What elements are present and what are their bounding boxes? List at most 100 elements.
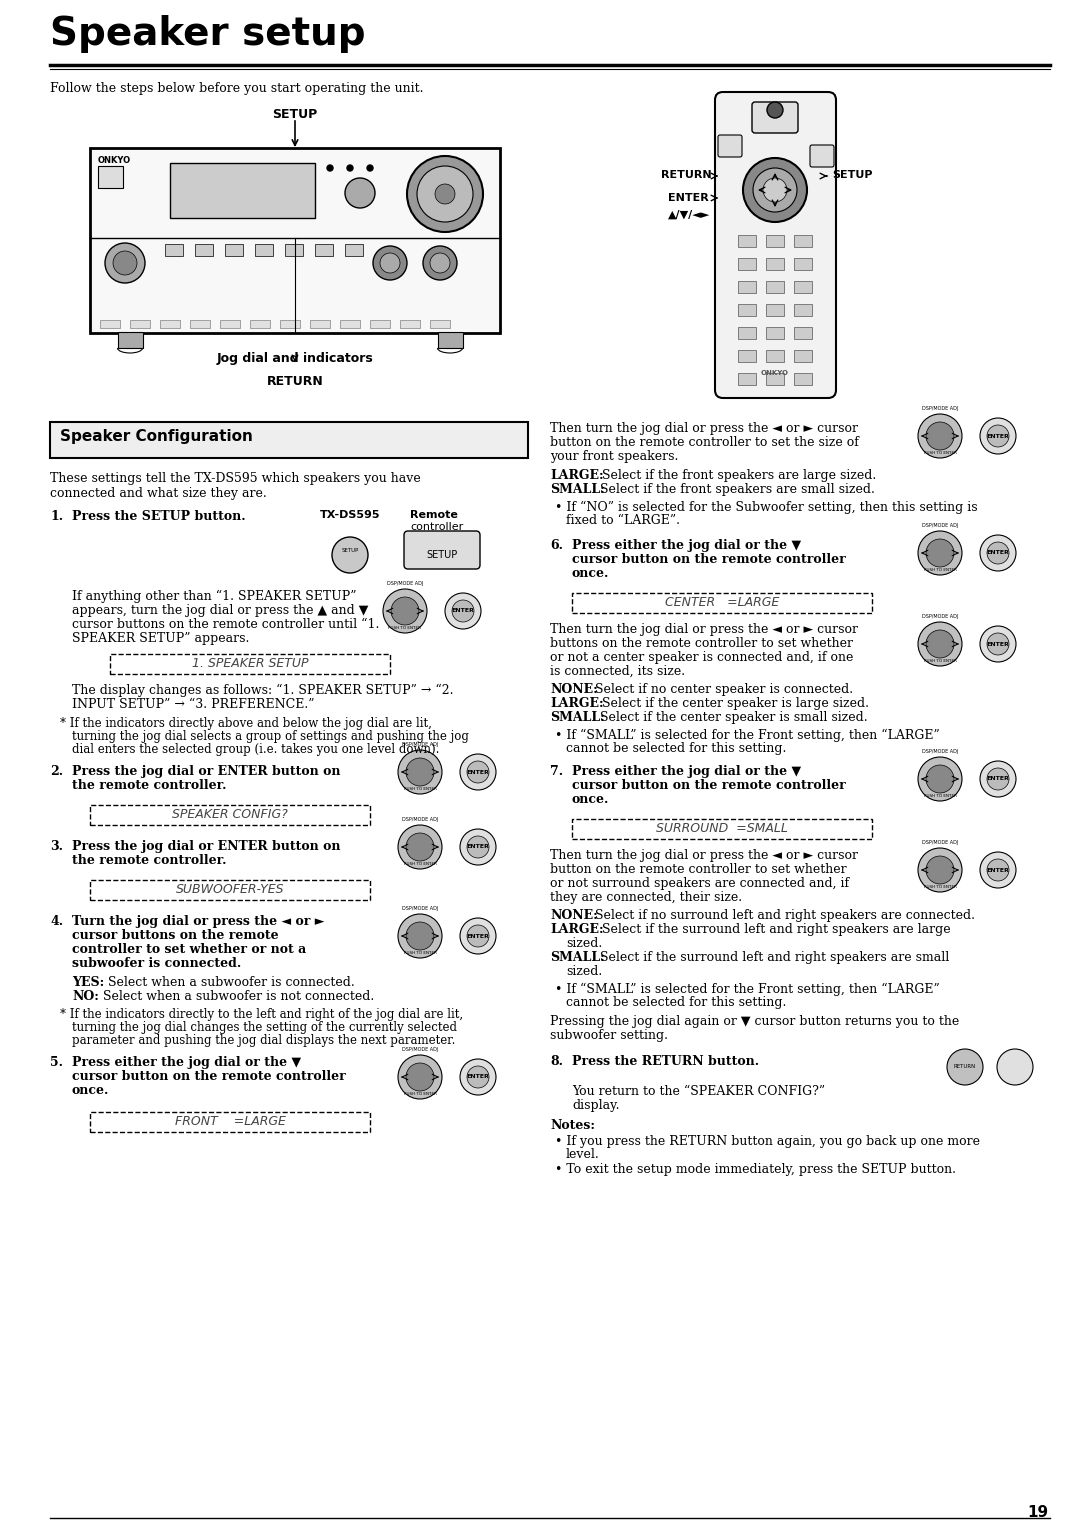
Bar [160, 319, 180, 329]
Bar [738, 350, 756, 362]
Text: Select if the surround left and right speakers are large: Select if the surround left and right sp… [598, 923, 950, 937]
Text: level.: level. [566, 1148, 599, 1161]
Bar [438, 332, 463, 348]
Text: Select if the front speakers are large sized.: Select if the front speakers are large s… [598, 469, 876, 481]
Text: SPEAKER CONFIG?: SPEAKER CONFIG? [172, 808, 288, 821]
Text: ENTER: ENTER [986, 776, 1010, 781]
Text: SMALL:: SMALL: [550, 711, 605, 724]
Bar [738, 235, 756, 248]
Bar [430, 319, 450, 329]
Text: Select when a subwoofer is connected.: Select when a subwoofer is connected. [104, 976, 354, 989]
Bar [794, 235, 812, 248]
Text: button on the remote controller to set whether: button on the remote controller to set w… [550, 863, 847, 876]
Text: • To exit the setup mode immediately, press the SETUP button.: • To exit the setup mode immediately, pr… [555, 1163, 956, 1177]
Text: 7.: 7. [550, 766, 563, 778]
Text: turning the jog dial selects a group of settings and pushing the jog: turning the jog dial selects a group of … [72, 730, 469, 743]
Bar [90, 880, 370, 900]
Bar [280, 319, 300, 329]
Text: subwoofer setting.: subwoofer setting. [550, 1028, 669, 1042]
Text: 8.: 8. [550, 1054, 563, 1068]
Text: parameter and pushing the jog dial displays the next parameter.: parameter and pushing the jog dial displ… [72, 1034, 456, 1047]
Text: PUSH TO ENTER: PUSH TO ENTER [389, 626, 421, 630]
Text: The display changes as follows: “1. SPEAKER SETUP” → “2.: The display changes as follows: “1. SPEA… [72, 685, 454, 697]
Bar [195, 244, 213, 257]
Circle shape [743, 157, 807, 222]
Circle shape [453, 601, 474, 622]
Bar [190, 319, 210, 329]
Text: DSP/MODE ADJ: DSP/MODE ADJ [922, 406, 958, 411]
Text: NO:: NO: [72, 990, 99, 1002]
Circle shape [987, 425, 1009, 448]
Text: SETUP: SETUP [427, 550, 458, 559]
Text: Press either the jog dial or the ▼: Press either the jog dial or the ▼ [572, 766, 801, 778]
Text: Select if no center speaker is connected.: Select if no center speaker is connected… [591, 683, 853, 695]
Bar [766, 350, 784, 362]
Text: cursor button on the remote controller: cursor button on the remote controller [72, 1070, 346, 1083]
Text: Pressing the jog dial again or ▼ cursor button returns you to the: Pressing the jog dial again or ▼ cursor … [550, 1015, 959, 1028]
Bar [766, 281, 784, 293]
Bar [249, 319, 270, 329]
Bar [225, 244, 243, 257]
Bar [340, 319, 360, 329]
Text: ▲/▼/◄►: ▲/▼/◄► [669, 209, 711, 220]
Text: ENTER: ENTER [467, 934, 489, 938]
Bar [400, 319, 420, 329]
Text: PUSH TO ENTER: PUSH TO ENTER [404, 950, 436, 955]
Circle shape [762, 177, 787, 202]
Circle shape [345, 177, 375, 208]
Circle shape [417, 167, 473, 222]
Text: ONKYO: ONKYO [761, 370, 789, 376]
Circle shape [380, 254, 400, 274]
Circle shape [113, 251, 137, 275]
Circle shape [399, 914, 442, 958]
Text: PUSH TO ENTER: PUSH TO ENTER [404, 787, 436, 792]
Bar [130, 319, 150, 329]
Text: ENTER: ENTER [986, 868, 1010, 872]
Text: PUSH TO ENTER: PUSH TO ENTER [923, 451, 957, 455]
Text: SPEAKER SETUP” appears.: SPEAKER SETUP” appears. [72, 633, 249, 645]
Text: ENTER: ENTER [451, 608, 474, 614]
Circle shape [367, 165, 373, 171]
Circle shape [980, 626, 1016, 662]
Bar [738, 327, 756, 339]
Text: is connected, its size.: is connected, its size. [550, 665, 685, 678]
Text: Then turn the jog dial or press the ◄ or ► cursor: Then turn the jog dial or press the ◄ or… [550, 850, 858, 862]
Circle shape [997, 1050, 1032, 1085]
Text: fixed to “LARGE”.: fixed to “LARGE”. [566, 513, 680, 527]
Bar [766, 235, 784, 248]
Text: ENTER: ENTER [467, 845, 489, 850]
Text: LARGE:: LARGE: [550, 697, 604, 711]
Circle shape [926, 539, 954, 567]
Text: 6.: 6. [550, 539, 563, 552]
FancyBboxPatch shape [752, 102, 798, 133]
Text: cannot be selected for this setting.: cannot be selected for this setting. [566, 996, 786, 1008]
Text: ENTER: ENTER [986, 434, 1010, 439]
FancyBboxPatch shape [715, 92, 836, 397]
Circle shape [460, 1059, 496, 1096]
Circle shape [926, 766, 954, 793]
Circle shape [467, 836, 489, 859]
FancyBboxPatch shape [718, 134, 742, 157]
Bar [794, 373, 812, 385]
Text: RETURN: RETURN [954, 1065, 976, 1070]
Text: subwoofer is connected.: subwoofer is connected. [72, 957, 241, 970]
Bar [738, 304, 756, 316]
Text: ENTER: ENTER [467, 770, 489, 775]
Text: they are connected, their size.: they are connected, their size. [550, 891, 742, 905]
Bar [572, 593, 872, 613]
Text: DSP/MODE ADJ: DSP/MODE ADJ [922, 614, 958, 619]
Text: cursor buttons on the remote: cursor buttons on the remote [72, 929, 279, 941]
Circle shape [460, 918, 496, 953]
Circle shape [383, 588, 427, 633]
Text: These settings tell the TX-DS595 which speakers you have: These settings tell the TX-DS595 which s… [50, 472, 421, 484]
Circle shape [460, 830, 496, 865]
Bar [766, 327, 784, 339]
Text: sized.: sized. [566, 966, 603, 978]
Text: Speaker Configuration: Speaker Configuration [60, 429, 253, 445]
Text: * If the indicators directly to the left and right of the jog dial are lit,: * If the indicators directly to the left… [60, 1008, 463, 1021]
Circle shape [918, 622, 962, 666]
Bar [738, 373, 756, 385]
Text: Select when a subwoofer is not connected.: Select when a subwoofer is not connected… [99, 990, 375, 1002]
Circle shape [467, 761, 489, 782]
Circle shape [327, 165, 333, 171]
